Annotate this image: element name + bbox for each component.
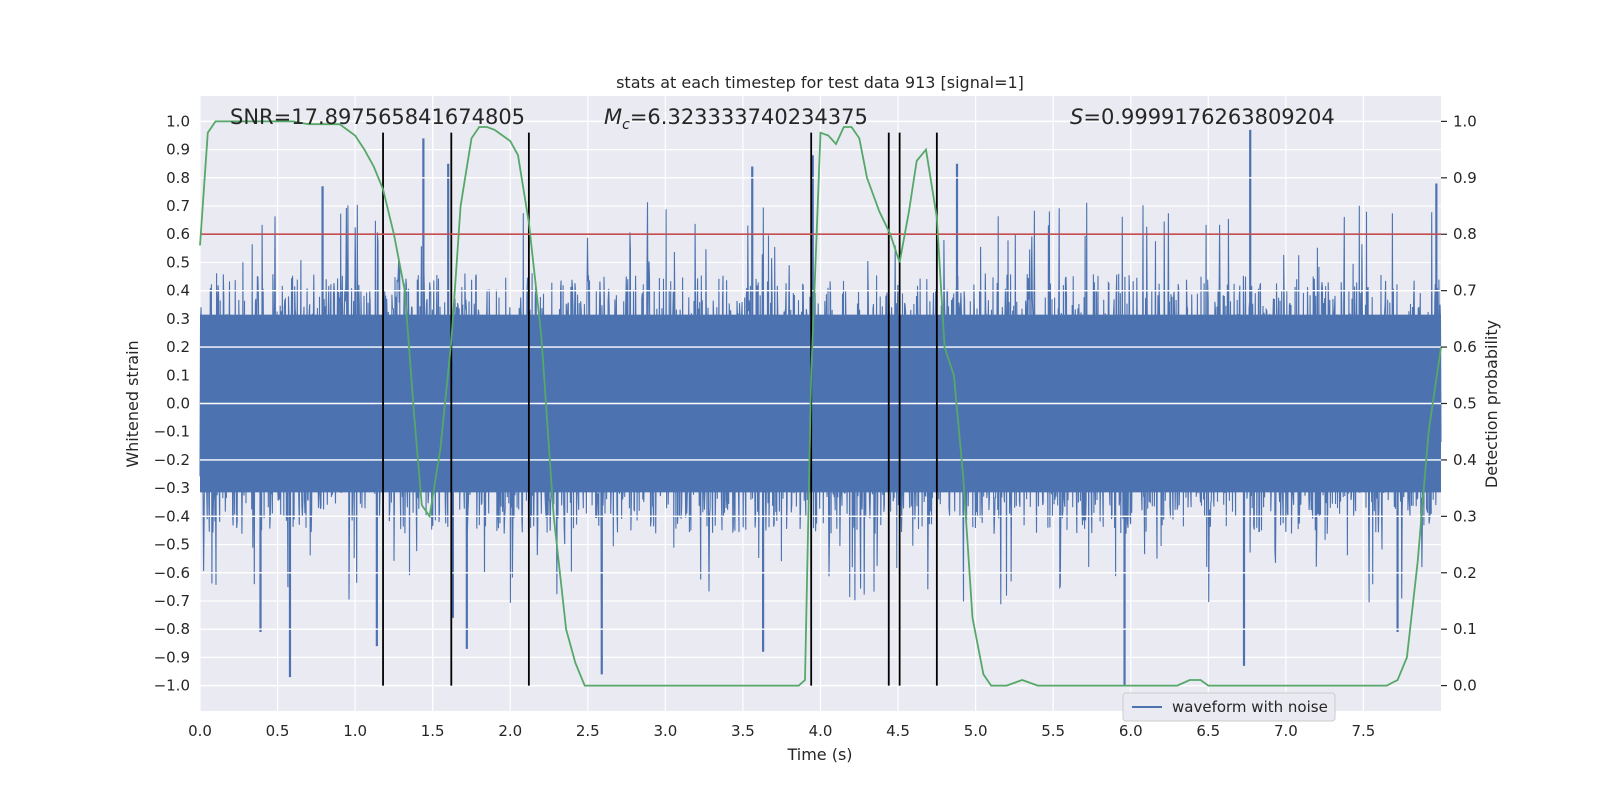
y2-tick-label: 0.8	[1453, 225, 1477, 243]
chirp-mass-value: =6.323333740234375	[630, 105, 868, 129]
y-tick-label: 0.2	[166, 338, 190, 356]
x-tick-label: 4.5	[886, 722, 910, 740]
probability-line	[199, 120, 1442, 687]
y2-tick-label: 0.1	[1453, 620, 1477, 638]
y-tick-label: 0.9	[166, 141, 190, 159]
y2-tick-label: 0.6	[1453, 338, 1477, 356]
x-tick-label: 2.0	[498, 722, 522, 740]
y-tick-label: 0.7	[166, 197, 190, 215]
y-tick-label: 0.5	[166, 253, 190, 271]
x-tick-label: 3.5	[731, 722, 755, 740]
y-tick-label: 0.1	[166, 366, 190, 384]
x-tick-label: 4.0	[809, 722, 833, 740]
legend: waveform with noise	[1122, 692, 1336, 722]
x-tick-label: 6.5	[1196, 722, 1220, 740]
x-tick-label: 3.0	[653, 722, 677, 740]
y2-tick-label: 0.2	[1453, 564, 1477, 582]
y2-tick-label: 0.3	[1453, 507, 1477, 525]
y2-tick-label: 0.0	[1453, 677, 1477, 695]
chirp-mass-annotation: Mc=6.323333740234375	[604, 105, 868, 133]
y2-tick-labels: 1.0 0.9 0.8 0.7 0.6 0.5 0.4 0.3 0.2 0.1 0.0	[1441, 112, 1477, 695]
x-tick-label: 1.0	[343, 722, 367, 740]
y-tick-label: 0.4	[166, 282, 190, 300]
x-tick-label: 2.5	[576, 722, 600, 740]
x-tick-label: 1.5	[421, 722, 445, 740]
y-tick-label: −0.9	[154, 648, 190, 666]
x-tick-label: 0.0	[188, 722, 212, 740]
y2-tick-label: 0.5	[1453, 395, 1477, 413]
score-annotation: S=0.9999176263809204	[1070, 105, 1335, 129]
y-tick-label: 0.3	[166, 310, 190, 328]
y-tick-label: −0.2	[154, 451, 190, 469]
legend-label: waveform with noise	[1172, 698, 1328, 716]
x-tick-label: 6.0	[1119, 722, 1143, 740]
chart-title: stats at each timestep for test data 913…	[616, 73, 1024, 92]
y-tick-label: −0.1	[154, 423, 190, 441]
x-tick-labels: 0.0 0.5 1.0 1.5 2.0 2.5 3.0 3.5 4.0 4.5 5.0 5.5 6.0 6…	[188, 722, 1375, 740]
score-value: =0.9999176263809204	[1083, 105, 1334, 129]
chirp-mass-symbol: M	[604, 105, 622, 129]
y-tick-label: −0.4	[154, 507, 190, 525]
legend-box	[1122, 692, 1336, 722]
y-tick-labels: 1.0 0.9 0.8 0.7 0.6 0.5 0.4 0.3 0.2 0.1 0.0 −0.1 −0.…	[154, 112, 190, 694]
x-axis-label: Time (s)	[786, 745, 852, 764]
x-tick-label: 5.5	[1041, 722, 1065, 740]
y-tick-label: 1.0	[166, 112, 190, 130]
y-tick-label: 0.0	[166, 395, 190, 413]
y-tick-label: −0.6	[154, 564, 190, 582]
y2-axis-label: Detection probability	[1482, 320, 1501, 488]
y-axis-label: Whitened strain	[123, 340, 142, 467]
y2-tick-label: 1.0	[1453, 112, 1477, 130]
y-tick-label: 0.6	[166, 225, 190, 243]
y-tick-label: −0.7	[154, 592, 190, 610]
snr-annotation: SNR=17.897565841674805	[230, 105, 525, 129]
y2-tick-label: 0.4	[1453, 451, 1477, 469]
x-tick-label: 5.0	[964, 722, 988, 740]
y-tick-label: −0.3	[154, 479, 190, 497]
y-tick-label: −0.8	[154, 620, 190, 638]
y2-tick-label: 0.9	[1453, 169, 1477, 187]
chirp-mass-subscript: c	[622, 117, 630, 133]
y-tick-label: −0.5	[154, 536, 190, 554]
y2-tick-label: 0.7	[1453, 282, 1477, 300]
y-tick-label: 0.8	[166, 169, 190, 187]
x-tick-label: 7.5	[1352, 722, 1376, 740]
x-tick-label: 0.5	[266, 722, 290, 740]
x-tick-label: 7.0	[1274, 722, 1298, 740]
y-tick-label: −1.0	[154, 677, 190, 695]
score-symbol: S	[1070, 105, 1083, 129]
